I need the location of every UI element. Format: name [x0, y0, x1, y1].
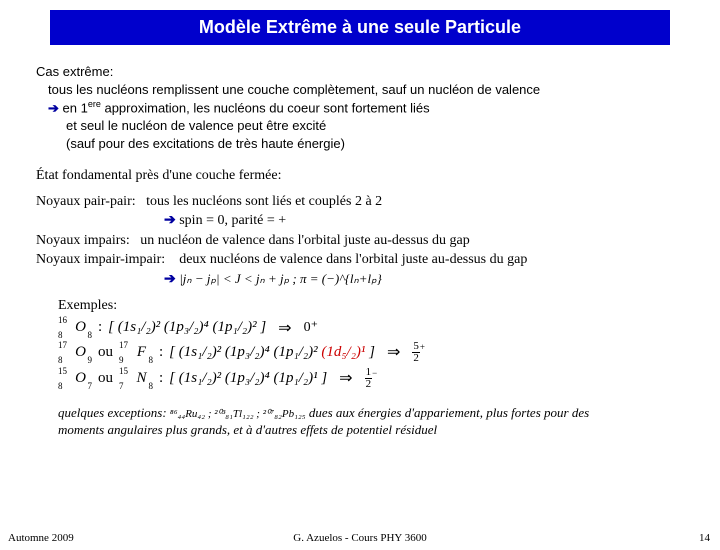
frac-bot: 2: [412, 353, 420, 364]
label-examples: Exemples:: [58, 298, 692, 314]
section-ground-state: État fondamental près d'une couche fermé…: [36, 166, 692, 290]
sym: O: [75, 370, 86, 386]
line-nucleons: tous les nucléons remplissent une couche…: [48, 81, 692, 99]
arrow-icon: ➔: [48, 100, 59, 115]
n: 8: [88, 330, 93, 340]
frac-top: 1: [365, 367, 373, 379]
heading-ground-state: État fondamental près d'une couche fermé…: [36, 166, 692, 186]
config-row-o16: 16 8 O 8 : [ (1s₁/₂)² (1p₃/₂)⁴ (1p₁/₂)² …: [58, 318, 692, 338]
n: 8: [149, 381, 154, 391]
sym: F: [137, 344, 146, 360]
line-valence: et seul le nucléon de valence peut être …: [66, 117, 692, 135]
implies-icon: ⇒: [339, 368, 352, 388]
label-ii: Noyaux impair-impair:: [36, 252, 165, 267]
text-pair-pair: tous les nucléons sont liés et couplés 2…: [146, 194, 382, 209]
sym: O: [75, 344, 86, 360]
mass: 17: [119, 340, 128, 350]
row-impair-impair: Noyaux impair-impair: deux nucléons de v…: [36, 250, 692, 270]
z: 8: [58, 355, 63, 365]
footer-page-number: 14: [699, 532, 710, 544]
frac-bot: 2: [365, 379, 373, 390]
z: 8: [58, 330, 63, 340]
row-pair-pair: Noyaux pair-pair: tous les nucléons sont…: [36, 192, 692, 212]
section-extreme-case: Cas extrême: tous les nucléons remplisse…: [36, 63, 692, 152]
parity: +: [420, 342, 425, 352]
shells-a15: [ (1s₁/₂)² (1p₃/₂)⁴ (1p₁/₂)¹ ]: [169, 370, 327, 387]
z: 8: [58, 381, 63, 391]
text-spin: spin = 0, parité = +: [179, 213, 286, 228]
nuclide-o16: 16 8 O 8: [58, 319, 92, 336]
shells-close: ]: [369, 344, 375, 360]
nuclide-n15: 15 7 N 8: [119, 370, 153, 387]
label-impair: Noyaux impairs:: [36, 233, 130, 248]
text-ii: deux nucléons de valence dans l'orbital …: [179, 252, 527, 267]
shells-extra: (1d₅/₂)¹: [321, 344, 365, 360]
sym: N: [136, 370, 146, 386]
line-approx: ➔ en 1ere approximation, les nucléons du…: [48, 98, 692, 117]
text-ou: ou: [98, 344, 113, 361]
shells-core: [ (1s₁/₂)² (1p₃/₂)⁴ (1p₁/₂)²: [169, 344, 317, 360]
z: 9: [119, 355, 124, 365]
label-pair-pair: Noyaux pair-pair:: [36, 194, 136, 209]
slide-title: Modèle Extrême à une seule Particule: [50, 10, 670, 45]
arrow-icon: ➔: [164, 213, 176, 228]
row-ii-formula: ➔ |jₙ − jₚ| < J < jₙ + jₚ ; π = (−)^{lₙ+…: [164, 270, 692, 290]
result-o16: 0⁺: [304, 319, 318, 336]
result-a15: 12−: [365, 367, 378, 390]
formula-jpi: |jₙ − jₚ| < J < jₙ + jₚ ; π = (−)^{lₙ+lₚ…: [179, 271, 382, 286]
row-pair-spin: ➔ spin = 0, parité = +: [164, 211, 692, 231]
config-row-a17: 17 8 O 9 ou 17 9 F 8 : [ (1s₁/₂)² (1p₃/₂…: [58, 341, 692, 364]
nuclide-o15: 15 8 O 7: [58, 370, 92, 387]
config-row-a15: 15 8 O 7 ou 15 7 N 8 : [ (1s₁/₂)² (1p₃/₂…: [58, 367, 692, 390]
nuclide-f17: 17 9 F 8: [119, 344, 153, 361]
text-impair: un nucléon de valence dans l'orbital jus…: [140, 233, 470, 248]
line-sauf: (sauf pour des excitations de très haute…: [66, 135, 692, 153]
shells-o16: [ (1s₁/₂)² (1p₃/₂)⁴ (1p₁/₂)² ]: [108, 319, 266, 336]
sup-ere: ere: [88, 99, 101, 109]
exceptions-note: quelques exceptions: ⁸⁶₄₄Ru₄₂ ; ²⁰³₈₁Tl₁…: [58, 404, 692, 439]
exc-nuclides: ⁸⁶₄₄Ru₄₂ ; ²⁰³₈₁Tl₁₂₂ ; ²⁰⁷₈₂Pb₁₂₅: [170, 408, 306, 420]
frac-top: 5: [412, 341, 420, 353]
implies-icon: ⇒: [278, 318, 291, 338]
mass: 16: [58, 315, 67, 325]
shells-a17: [ (1s₁/₂)² (1p₃/₂)⁴ (1p₁/₂)² (1d₅/₂)¹ ]: [169, 344, 375, 361]
footer-center: G. Azuelos - Cours PHY 3600: [0, 532, 720, 544]
sym: O: [75, 319, 86, 335]
z: 7: [119, 381, 124, 391]
slide-content: Cas extrême: tous les nucléons remplisse…: [0, 45, 720, 439]
text-approx-rest: approximation, les nucléons du coeur son…: [101, 100, 430, 115]
nuclide-o17: 17 8 O 9: [58, 344, 92, 361]
arrow-icon: ➔: [164, 272, 176, 287]
mass: 17: [58, 340, 67, 350]
exc-prefix: quelques exceptions:: [58, 405, 167, 420]
exc-rest1: dues aux énergies d'appariement, plus fo…: [309, 405, 589, 420]
mass: 15: [119, 366, 128, 376]
implies-icon: ⇒: [387, 342, 400, 362]
exc-rest2: moments angulaires plus grands, et à d'a…: [58, 422, 437, 437]
parity: −: [372, 368, 377, 378]
text-ou: ou: [98, 370, 113, 387]
result-a17: 52+: [412, 341, 425, 364]
text-en1: en 1: [63, 100, 88, 115]
row-impair: Noyaux impairs: un nucléon de valence da…: [36, 231, 692, 251]
mass: 15: [58, 366, 67, 376]
n: 9: [88, 355, 93, 365]
n: 8: [149, 355, 154, 365]
line-cas-extreme: Cas extrême:: [36, 63, 692, 81]
n: 7: [88, 381, 93, 391]
